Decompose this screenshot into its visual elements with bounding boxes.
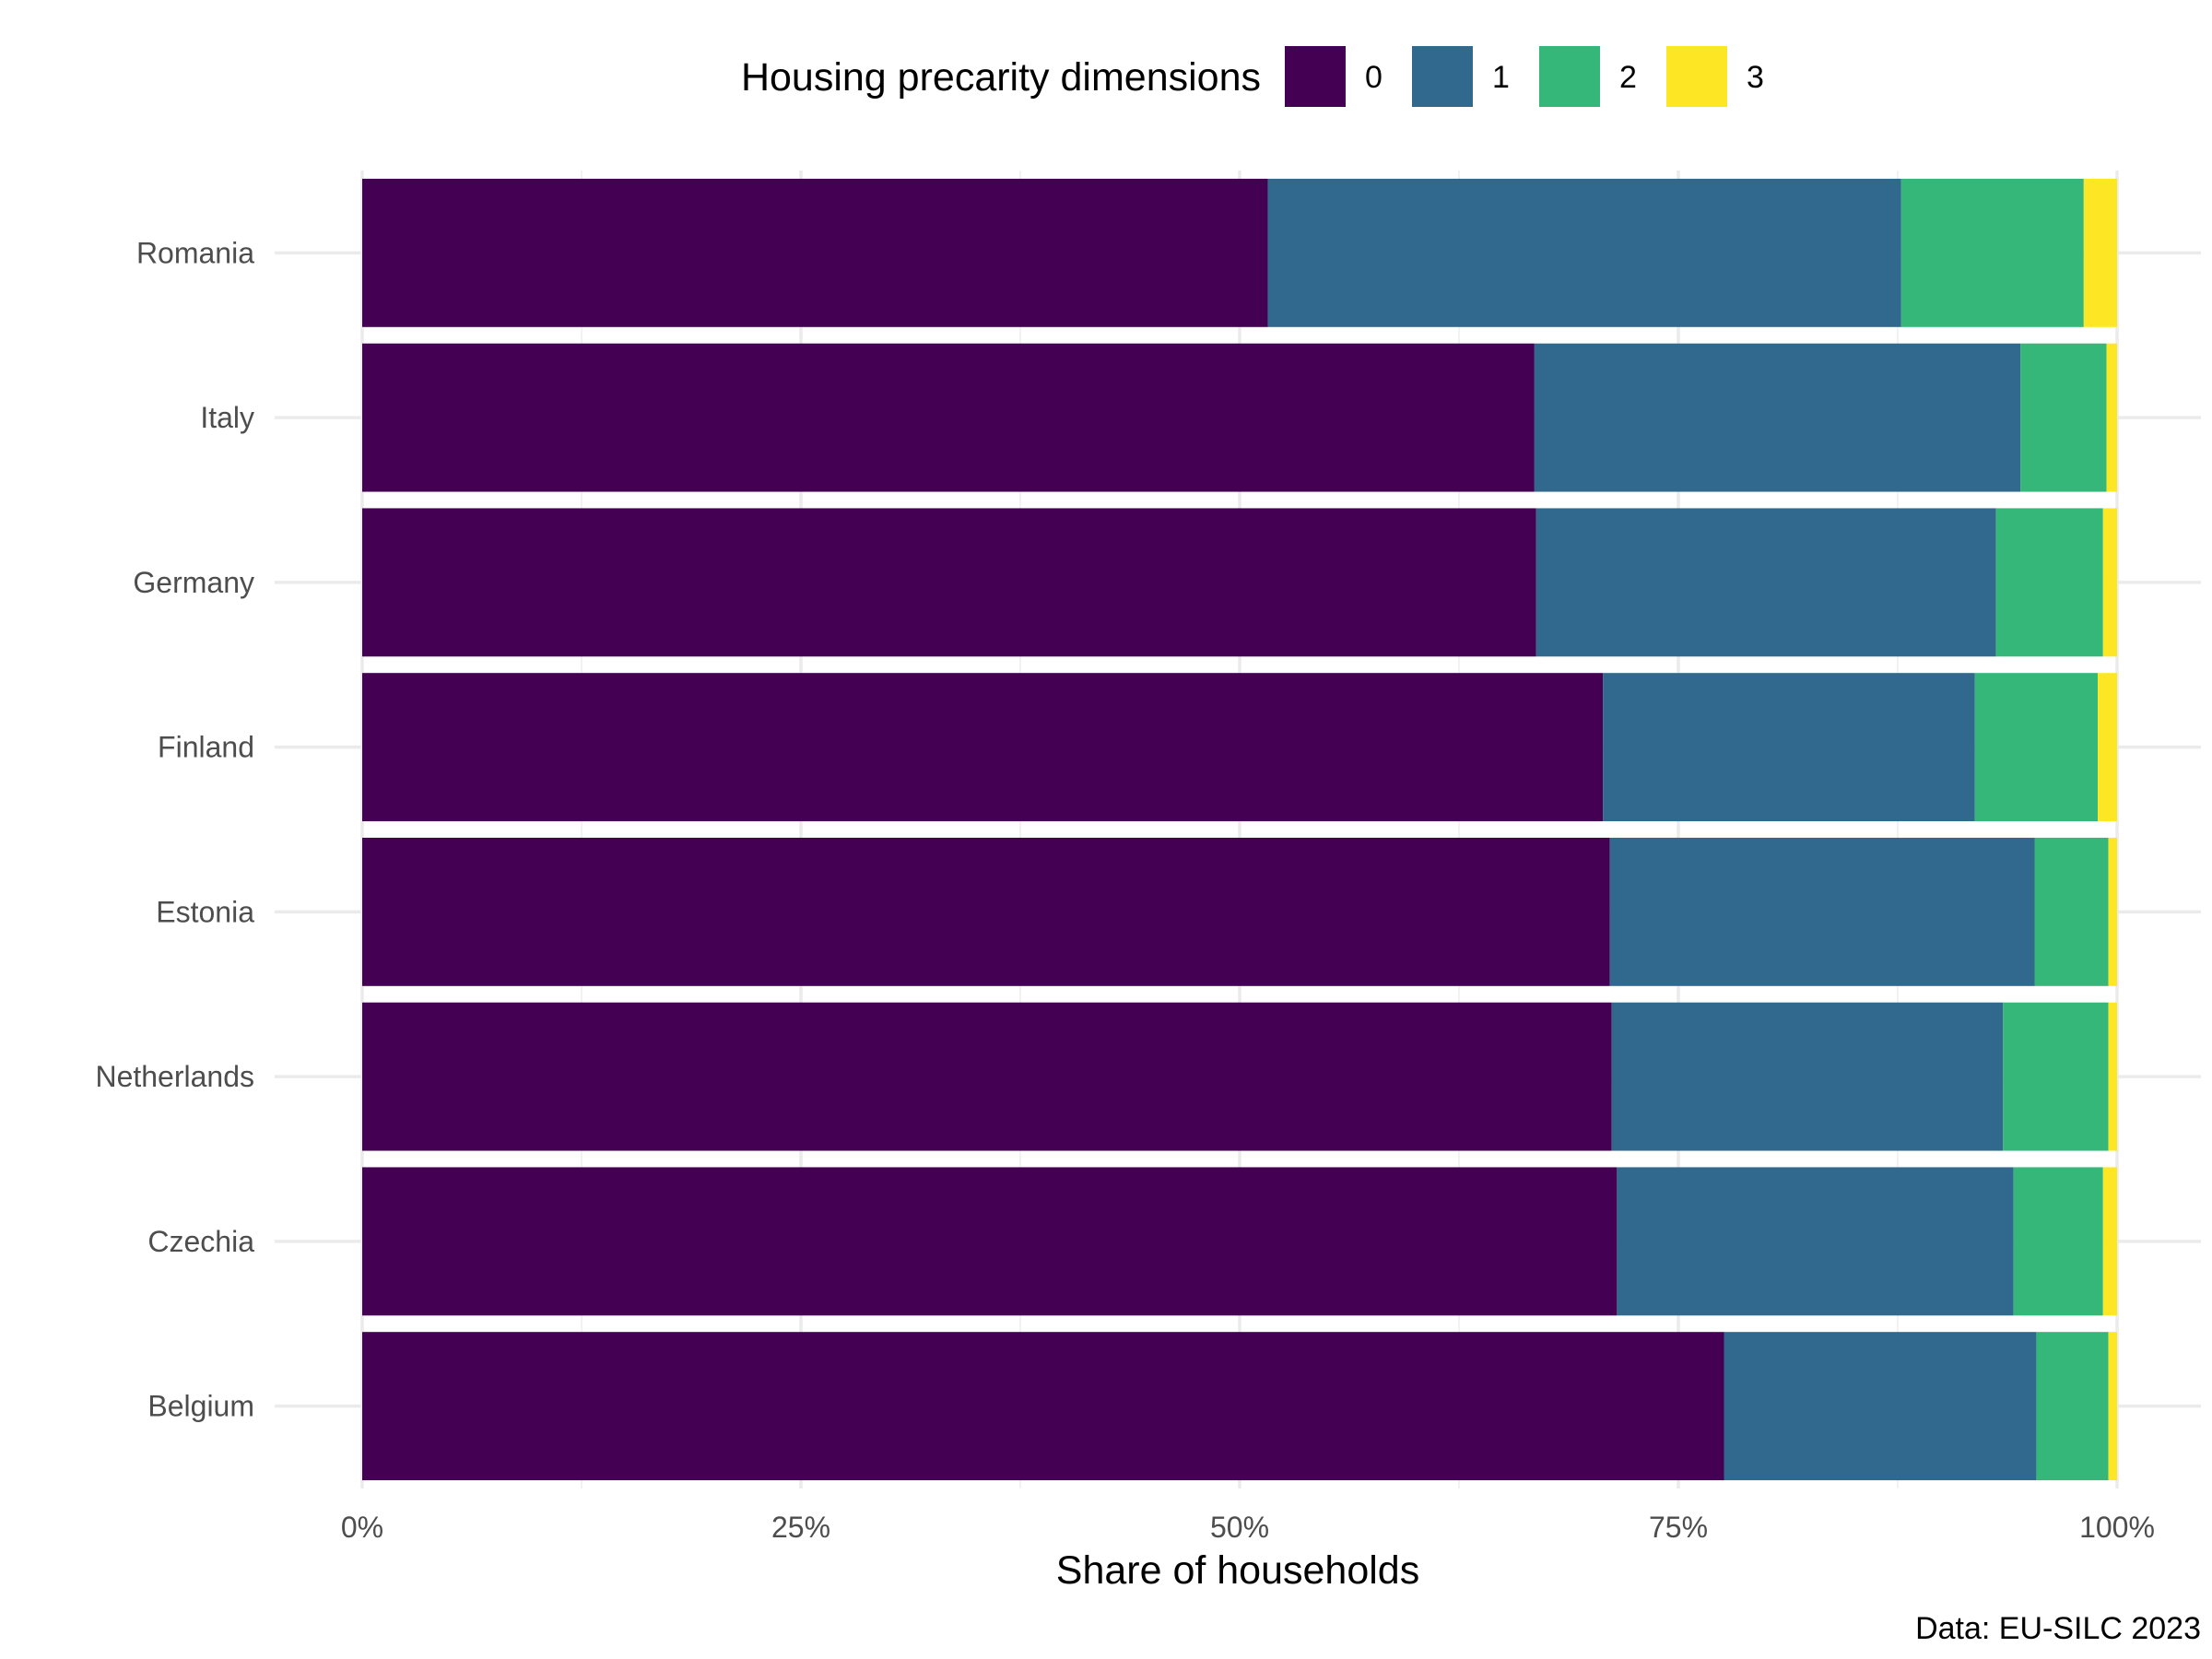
legend-key-2 <box>1539 46 1600 107</box>
legend: Housing precarity dimensions 0 1 2 3 <box>741 46 1764 107</box>
chart-caption: Data: EU-SILC 2023 <box>1915 1611 2201 1646</box>
bar-belgium-level-0 <box>362 1332 1724 1481</box>
bar-estonia-level-0 <box>362 837 1610 986</box>
y-axis-tick-labels: Romania Italy Germany Finland Estonia Netherl… <box>95 236 254 1422</box>
bar-group-finland <box>362 673 2117 822</box>
x-axis-tick-labels: 0% 25% 50% 75% 100% <box>341 1511 2155 1544</box>
legend-label-3: 3 <box>1747 60 1764 95</box>
x-tick-label-0: 0% <box>341 1511 383 1544</box>
y-tick-label-germany: Germany <box>133 566 254 599</box>
bar-estonia-level-3 <box>2108 837 2117 986</box>
y-tick-label-belgium: Belgium <box>147 1390 254 1423</box>
bar-finland-level-2 <box>1974 673 2099 822</box>
legend-key-0 <box>1285 46 1346 107</box>
x-tick-label-2: 50% <box>1210 1511 1269 1544</box>
bar-germany-level-0 <box>362 508 1536 657</box>
legend-title: Housing precarity dimensions <box>741 55 1261 100</box>
bar-czechia-level-0 <box>362 1167 1618 1316</box>
legend-label-1: 1 <box>1492 60 1510 95</box>
legend-item-0: 0 <box>1285 46 1382 107</box>
legend-item-1: 1 <box>1412 46 1510 107</box>
bar-romania-level-2 <box>1900 178 2084 327</box>
bar-group-netherlands <box>362 1002 2117 1151</box>
bar-netherlands-level-0 <box>362 1002 1612 1151</box>
bar-romania-level-3 <box>2083 178 2117 327</box>
bar-italy-level-1 <box>1534 343 2021 492</box>
bar-estonia-level-2 <box>2034 837 2109 986</box>
bar-germany-level-1 <box>1535 508 1996 657</box>
bar-czechia-level-3 <box>2102 1167 2117 1316</box>
bar-belgium-level-1 <box>1724 1332 2037 1481</box>
bar-czechia-level-2 <box>2013 1167 2103 1316</box>
x-tick-label-4: 100% <box>2079 1511 2155 1544</box>
legend-items: 0 1 2 3 <box>1285 46 1764 107</box>
bar-germany-level-3 <box>2102 508 2117 657</box>
bar-estonia-level-1 <box>1609 837 2035 986</box>
y-tick-label-czechia: Czechia <box>147 1225 254 1258</box>
bars <box>362 178 2117 1481</box>
bar-group-czechia <box>362 1167 2117 1316</box>
y-tick-label-estonia: Estonia <box>156 895 254 928</box>
y-tick-label-romania: Romania <box>136 236 254 269</box>
legend-label-2: 2 <box>1619 60 1637 95</box>
bar-belgium-level-2 <box>2036 1332 2109 1481</box>
bar-czechia-level-1 <box>1617 1167 2014 1316</box>
bar-italy-level-3 <box>2106 343 2117 492</box>
y-tick-label-netherlands: Netherlands <box>95 1060 254 1093</box>
x-tick-label-1: 25% <box>771 1511 830 1544</box>
bar-group-italy <box>362 343 2117 492</box>
y-tick-label-italy: Italy <box>200 401 254 434</box>
bar-group-estonia <box>362 837 2117 986</box>
x-axis-title: Share of households <box>1056 1548 1419 1593</box>
bar-netherlands-level-2 <box>2003 1002 2109 1151</box>
bar-finland-level-1 <box>1603 673 1975 822</box>
bar-netherlands-level-1 <box>1611 1002 2004 1151</box>
bar-romania-level-0 <box>362 178 1268 327</box>
bar-italy-level-2 <box>2020 343 2107 492</box>
bar-germany-level-2 <box>1995 508 2103 657</box>
x-tick-label-3: 75% <box>1649 1511 1708 1544</box>
bar-finland-level-3 <box>2098 673 2117 822</box>
legend-key-3 <box>1666 46 1727 107</box>
legend-key-1 <box>1412 46 1473 107</box>
bar-netherlands-level-3 <box>2108 1002 2117 1151</box>
y-tick-label-finland: Finland <box>158 731 254 764</box>
bar-finland-level-0 <box>362 673 1604 822</box>
bar-group-romania <box>362 178 2117 327</box>
legend-label-0: 0 <box>1365 60 1382 95</box>
bar-romania-level-1 <box>1267 178 1901 327</box>
legend-item-2: 2 <box>1539 46 1637 107</box>
bar-italy-level-0 <box>362 343 1535 492</box>
bar-group-germany <box>362 508 2117 657</box>
bar-belgium-level-3 <box>2108 1332 2117 1481</box>
legend-item-3: 3 <box>1666 46 1764 107</box>
bar-group-belgium <box>362 1332 2117 1481</box>
